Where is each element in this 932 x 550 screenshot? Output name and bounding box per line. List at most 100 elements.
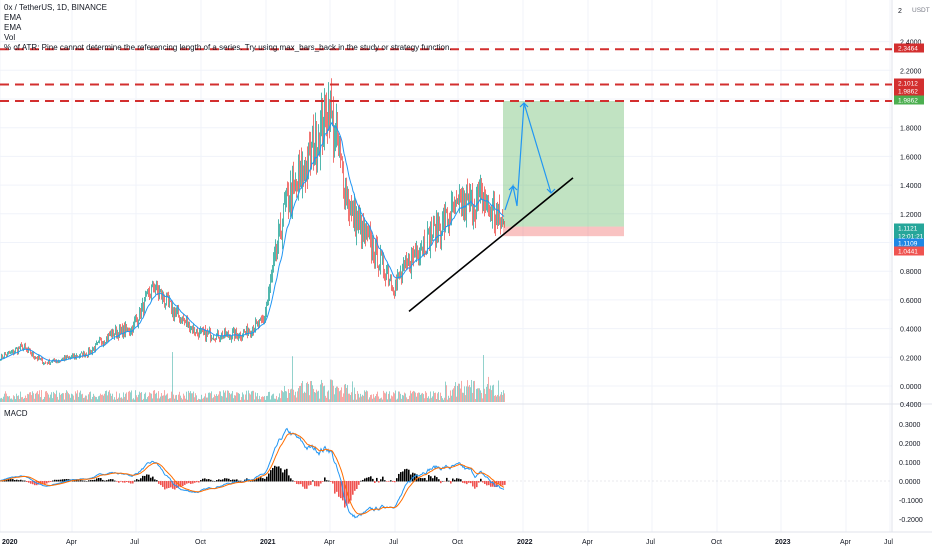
macd-title[interactable]: MACD bbox=[4, 409, 28, 418]
volume-bar bbox=[243, 394, 244, 402]
volume-bar bbox=[393, 392, 394, 402]
volume-bar bbox=[35, 393, 36, 402]
volume-bar bbox=[385, 393, 386, 402]
macd-histogram-bar bbox=[398, 473, 400, 482]
volume-bar bbox=[363, 395, 364, 402]
volume-bar bbox=[171, 391, 172, 402]
volume-bar bbox=[245, 394, 246, 402]
volume-bar bbox=[71, 393, 72, 402]
volume-bar bbox=[265, 399, 266, 402]
volume-bar bbox=[190, 391, 191, 402]
volume-bar bbox=[249, 393, 250, 402]
volume-bar bbox=[154, 390, 155, 402]
volume-bar bbox=[205, 393, 206, 402]
volume-bar bbox=[207, 397, 208, 402]
volume-bar bbox=[156, 392, 157, 402]
macd-histogram-bar bbox=[152, 476, 154, 482]
volume-bar bbox=[450, 390, 451, 402]
volume-bar bbox=[463, 392, 464, 402]
macd-histogram-bar bbox=[132, 481, 134, 484]
macd-histogram-bar bbox=[168, 481, 170, 488]
macd-histogram-bar bbox=[114, 480, 116, 482]
macd-histogram-bar bbox=[78, 480, 80, 482]
macd-histogram-bar bbox=[466, 481, 468, 485]
volume-bar bbox=[465, 395, 466, 402]
macd-histogram-bar bbox=[166, 481, 168, 489]
volume-bar bbox=[22, 396, 23, 402]
volume-bar bbox=[287, 397, 288, 402]
volume-bar bbox=[482, 398, 483, 402]
volume-bar bbox=[230, 394, 231, 402]
macd-histogram-bar bbox=[284, 469, 286, 482]
volume-bar bbox=[192, 393, 193, 402]
volume-bar bbox=[218, 394, 219, 402]
volume-bar bbox=[106, 390, 107, 402]
volume-bar bbox=[67, 391, 68, 402]
volume-bar bbox=[0, 398, 1, 402]
volume-bar bbox=[331, 379, 332, 402]
volume-bar bbox=[326, 397, 327, 402]
symbol-title[interactable]: 0x / TetherUS, 1D, BINANCE bbox=[4, 3, 107, 12]
volume-bar bbox=[454, 385, 455, 402]
macd-histogram-bar bbox=[30, 481, 32, 484]
grid-lines bbox=[0, 0, 892, 532]
volume-bar bbox=[236, 392, 237, 402]
volume-bar bbox=[300, 385, 301, 402]
volume-bar bbox=[420, 394, 421, 402]
volume-bar bbox=[214, 394, 215, 402]
volume-bar bbox=[63, 393, 64, 402]
macd-histogram-bar bbox=[376, 477, 378, 482]
macd-histogram-bar bbox=[98, 477, 100, 482]
macd-histogram-bar bbox=[412, 472, 414, 482]
volume-bar bbox=[502, 395, 503, 402]
volume-bar bbox=[78, 396, 79, 402]
macd-histogram-bar bbox=[148, 474, 150, 482]
volume-bar bbox=[353, 399, 354, 402]
macd-histogram-bar bbox=[254, 479, 256, 482]
volume-bar bbox=[446, 385, 447, 402]
ema-indicator-1[interactable]: EMA bbox=[4, 13, 22, 22]
macd-histogram-bar bbox=[190, 481, 192, 484]
macd-histogram-bar bbox=[326, 480, 328, 482]
macd-histogram-bar bbox=[62, 479, 64, 482]
volume-bar bbox=[77, 390, 78, 402]
volume-bar bbox=[90, 391, 91, 402]
macd-histogram-bar bbox=[116, 481, 118, 482]
volume-indicator[interactable]: Vol bbox=[4, 33, 16, 42]
volume-bar bbox=[451, 395, 452, 402]
volume-bar bbox=[503, 390, 504, 402]
volume-bar bbox=[201, 394, 202, 402]
volume-bar bbox=[133, 398, 134, 402]
volume-bar bbox=[457, 385, 458, 402]
ema-indicator-2[interactable]: EMA bbox=[4, 23, 22, 32]
volume-bar bbox=[172, 352, 173, 402]
volume-bar bbox=[494, 395, 495, 402]
volume-bar bbox=[291, 388, 292, 402]
macd-histogram-bar bbox=[428, 475, 430, 482]
macd-histogram-bar bbox=[480, 478, 482, 482]
macd-histogram-bar bbox=[280, 468, 282, 482]
volume-bar bbox=[60, 394, 61, 402]
volume-bar bbox=[364, 390, 365, 402]
volume-bar bbox=[200, 399, 201, 402]
volume-bar bbox=[403, 395, 404, 402]
macd-histogram-bar bbox=[330, 481, 332, 482]
volume-bar bbox=[447, 399, 448, 402]
volume-bar bbox=[75, 391, 76, 402]
macd-histogram-bar bbox=[14, 479, 16, 482]
macd-histogram-bar bbox=[360, 480, 362, 482]
volume-bar bbox=[260, 399, 261, 402]
macd-histogram-bar bbox=[226, 478, 228, 482]
macd-histogram-bar bbox=[34, 481, 36, 486]
volume-bar bbox=[402, 394, 403, 402]
macd-histogram-bar bbox=[124, 481, 126, 483]
volume-bar bbox=[319, 398, 320, 402]
volume-bar bbox=[309, 395, 310, 402]
volume-bar bbox=[489, 388, 490, 402]
volume-bar bbox=[150, 393, 151, 402]
macd-histogram-bar bbox=[310, 481, 312, 485]
macd-histogram-bar bbox=[128, 481, 130, 483]
volume-bar bbox=[279, 393, 280, 402]
volume-bar bbox=[389, 391, 390, 402]
